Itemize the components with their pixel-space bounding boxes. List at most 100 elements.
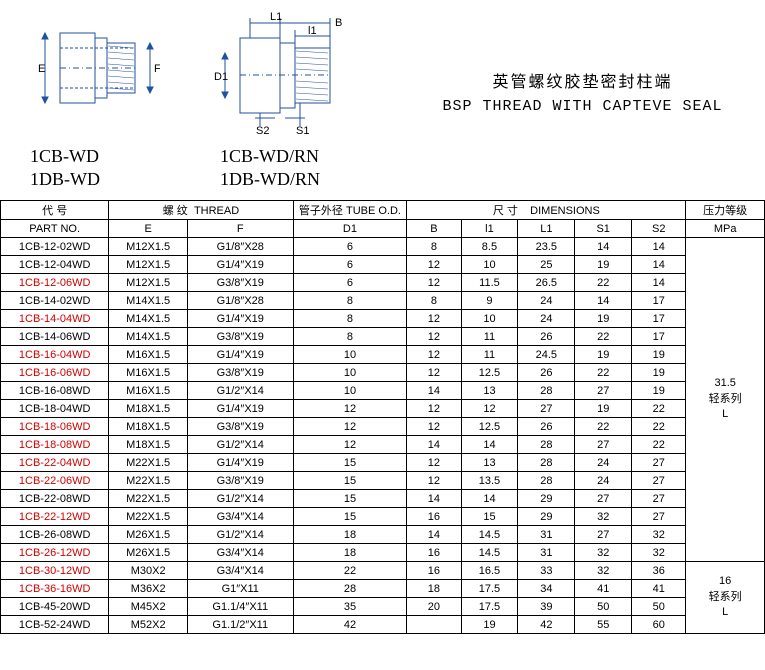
title-en: BSP THREAD WITH CAPTEVE SEAL [420,98,745,115]
cell-D1: 6 [293,238,407,256]
cell-F: G3/8″X19 [187,274,293,292]
cell-D1: 18 [293,544,407,562]
cell-E: M22X1.5 [109,454,188,472]
table-row: 1CB-45-20WDM45X2G1.1/4″X11352017.5395050 [1,598,765,616]
cell-L1: 23.5 [518,238,575,256]
table-row: 1CB-52-24WDM52X2G1.1/2″X114219425560 [1,616,765,634]
cell-S2: 27 [632,472,686,490]
cell-l1: 14 [461,436,518,454]
cell-part: 1CB-22-08WD [1,490,109,508]
cell-F: G1/2″X14 [187,490,293,508]
table-row: 1CB-36-16WDM36X2G1″X11281817.5344141 [1,580,765,598]
cell-l1: 11 [461,328,518,346]
cell-B: 12 [407,400,461,418]
cell-F: G1/4″X19 [187,400,293,418]
cell-S2: 22 [632,436,686,454]
cell-l1: 19 [461,616,518,634]
cell-B: 12 [407,328,461,346]
cell-S1: 32 [575,544,632,562]
cell-S1: 14 [575,238,632,256]
hdr-F: F [187,220,293,238]
title-cn: 英管螺纹胶垫密封柱端 [420,68,745,92]
table-row: 1CB-16-08WDM16X1.5G1/2″X14101413282719 [1,382,765,400]
model-col-1: 1CB-WD 1DB-WD [30,146,100,190]
cell-l1: 14 [461,490,518,508]
hdr-E: E [109,220,188,238]
cell-F: G1.1/4″X11 [187,598,293,616]
hdr-dim-en: DIMENSIONS [530,205,600,217]
cell-L1: 25 [518,256,575,274]
cell-S2: 17 [632,328,686,346]
cell-L1: 33 [518,562,575,580]
cell-part: 1CB-16-08WD [1,382,109,400]
hdr-part-cn: 代 号 [1,201,109,220]
cell-S2: 22 [632,418,686,436]
hdr-press-en: MPa [686,220,765,238]
cell-B [407,616,461,634]
cell-D1: 15 [293,490,407,508]
cell-E: M18X1.5 [109,400,188,418]
cell-F: G1/4″X19 [187,346,293,364]
cell-S1: 27 [575,490,632,508]
cell-L1: 26 [518,328,575,346]
cell-l1: 17.5 [461,580,518,598]
drawing-left: E F [20,8,160,138]
cell-S2: 41 [632,580,686,598]
cell-B: 14 [407,382,461,400]
hdr-l1: l1 [461,220,518,238]
hdr-D1: D1 [293,220,407,238]
cell-B: 16 [407,544,461,562]
cell-S1: 24 [575,472,632,490]
cell-part: 1CB-14-02WD [1,292,109,310]
cell-S1: 22 [575,274,632,292]
cell-part: 1CB-36-16WD [1,580,109,598]
table-row: 1CB-18-08WDM18X1.5G1/2″X14121414282722 [1,436,765,454]
cell-part: 1CB-18-04WD [1,400,109,418]
cell-l1: 9 [461,292,518,310]
table-row: 1CB-12-04WDM12X1.5G1/4″X1961210251914 [1,256,765,274]
cell-S2: 22 [632,400,686,418]
hdr-tube-cn: 管子外径 [299,205,343,217]
cell-F: G1/2″X14 [187,382,293,400]
table-row: 1CB-14-02WDM14X1.5G1/8″X28889241417 [1,292,765,310]
cell-S2: 50 [632,598,686,616]
cell-part: 1CB-52-24WD [1,616,109,634]
title-block: 英管螺纹胶垫密封柱端 BSP THREAD WITH CAPTEVE SEAL [420,8,745,138]
cell-l1: 11.5 [461,274,518,292]
table-row: 1CB-22-12WDM22X1.5G3/4″X14151615293227 [1,508,765,526]
cell-part: 1CB-12-06WD [1,274,109,292]
cell-part: 1CB-22-06WD [1,472,109,490]
cell-E: M52X2 [109,616,188,634]
cell-D1: 8 [293,328,407,346]
hdr-tube-en: TUBE O.D. [346,205,401,217]
dim-label-l1: l1 [308,25,317,37]
cell-B: 8 [407,292,461,310]
cell-B: 16 [407,508,461,526]
cell-l1: 13.5 [461,472,518,490]
cell-B: 14 [407,490,461,508]
cell-E: M36X2 [109,580,188,598]
cell-S2: 27 [632,490,686,508]
cell-E: M45X2 [109,598,188,616]
hdr-press-cn: 压力等级 [686,201,765,220]
table-row: 1CB-26-08WDM26X1.5G1/2″X14181414.5312732 [1,526,765,544]
cell-F: G1/2″X14 [187,436,293,454]
cell-S2: 14 [632,238,686,256]
cell-part: 1CB-16-04WD [1,346,109,364]
cell-F: G1/4″X19 [187,454,293,472]
cell-F: G3/8″X19 [187,472,293,490]
cell-D1: 15 [293,508,407,526]
cell-l1: 15 [461,508,518,526]
cell-F: G1/4″X19 [187,310,293,328]
cell-l1: 13 [461,454,518,472]
cell-l1: 12.5 [461,418,518,436]
cell-S2: 19 [632,346,686,364]
cell-S1: 19 [575,400,632,418]
cell-l1: 16.5 [461,562,518,580]
cell-S2: 14 [632,256,686,274]
table-row: 1CB-30-12WDM30X2G3/4″X14221616.533323616… [1,562,765,580]
cell-L1: 29 [518,490,575,508]
cell-S2: 17 [632,292,686,310]
cell-F: G1.1/2″X11 [187,616,293,634]
cell-l1: 8.5 [461,238,518,256]
